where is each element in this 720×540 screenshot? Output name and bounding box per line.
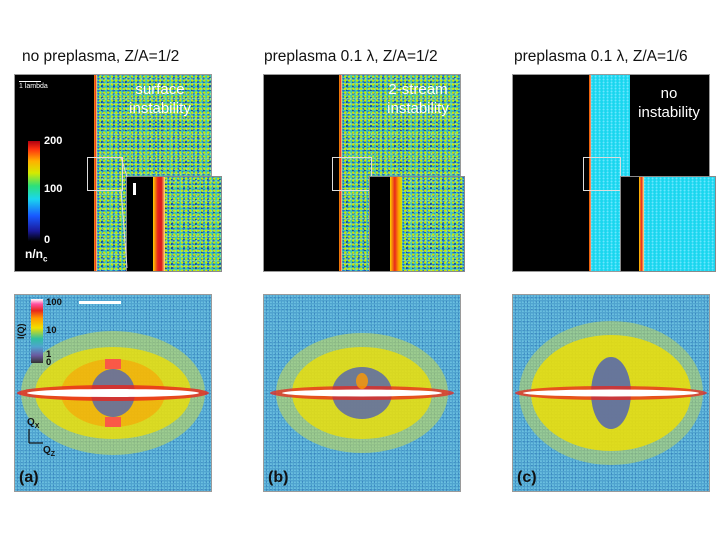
spectrum-map-c: (c)	[512, 294, 710, 492]
zoom-inset-a	[126, 176, 222, 272]
spectrum-map-b: (b)	[263, 294, 461, 492]
zoom-inset-b	[369, 176, 465, 272]
intensity-tick-1: 1	[46, 349, 52, 360]
intensity-tick-100: 100	[46, 297, 62, 308]
wavevector-scale-bar	[79, 301, 121, 304]
instability-label-c: no instability	[638, 85, 700, 121]
zoom-inset-c	[620, 176, 716, 272]
spectrum-map-a: 100 10 1 0 I(Q) QX QZ (a)	[14, 294, 212, 492]
density-tick-100: 100	[44, 183, 63, 195]
plasma-surface	[339, 75, 342, 271]
scale-bar-label: 1 lambda	[19, 83, 48, 90]
plasma-surface	[94, 75, 97, 271]
instability-label-b: 2-stream instability	[387, 81, 449, 117]
intensity-tick-10: 10	[46, 325, 57, 336]
zoom-region-c	[583, 157, 621, 191]
intensity-tick-0: 0	[46, 357, 52, 368]
plasma-surface	[589, 75, 591, 271]
qx-axis-label: QX	[27, 417, 40, 430]
intensity-colorbar	[31, 299, 43, 363]
wavelength-scale-bar: 1 lambda	[19, 81, 48, 90]
density-colorbar	[28, 141, 40, 241]
panel-label-b: (b)	[268, 469, 289, 486]
title-preplasma-sixth: preplasma 0.1 λ, Z/A=1/6	[514, 48, 688, 65]
panel-label-c: (c)	[517, 469, 537, 486]
title-no-preplasma: no preplasma, Z/A=1/2	[22, 48, 180, 65]
instability-label-a: surface instability	[129, 81, 191, 117]
density-unit: n/nc	[25, 247, 48, 264]
density-tick-200: 200	[44, 135, 63, 147]
qz-axis-label: QZ	[43, 445, 56, 458]
zoom-region-b	[332, 157, 372, 191]
density-tick-0: 0	[44, 234, 51, 246]
axis-arrows	[28, 429, 43, 444]
zoom-region-a	[87, 157, 123, 191]
panel-label-a: (a)	[19, 469, 39, 486]
title-preplasma-half: preplasma 0.1 λ, Z/A=1/2	[264, 48, 438, 65]
